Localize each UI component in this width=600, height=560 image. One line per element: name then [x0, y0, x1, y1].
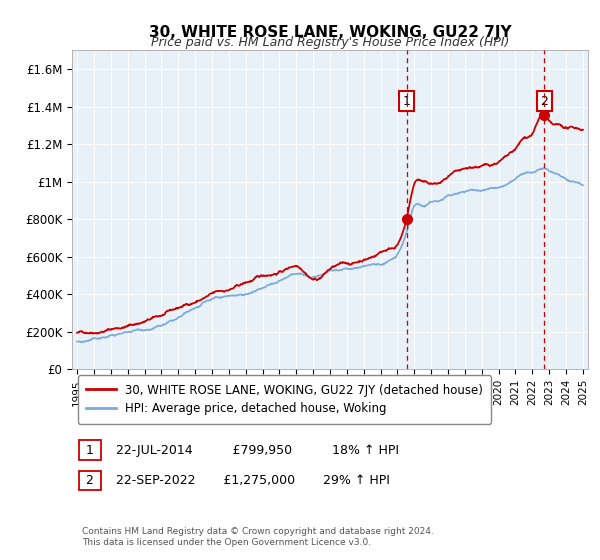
Text: 22-JUL-2014          £799,950          18% ↑ HPI: 22-JUL-2014 £799,950 18% ↑ HPI	[116, 444, 399, 456]
Text: 1: 1	[82, 444, 98, 456]
Text: Price paid vs. HM Land Registry's House Price Index (HPI): Price paid vs. HM Land Registry's House …	[151, 36, 509, 49]
Text: 22-SEP-2022       £1,275,000       29% ↑ HPI: 22-SEP-2022 £1,275,000 29% ↑ HPI	[116, 474, 390, 487]
Legend: 30, WHITE ROSE LANE, WOKING, GU22 7JY (detached house), HPI: Average price, deta: 30, WHITE ROSE LANE, WOKING, GU22 7JY (d…	[78, 375, 491, 424]
Text: 2: 2	[541, 95, 548, 108]
Text: 2: 2	[82, 474, 98, 487]
Text: 1: 1	[403, 95, 410, 108]
Text: 30, WHITE ROSE LANE, WOKING, GU22 7JY: 30, WHITE ROSE LANE, WOKING, GU22 7JY	[149, 25, 511, 40]
Text: Contains HM Land Registry data © Crown copyright and database right 2024.
This d: Contains HM Land Registry data © Crown c…	[82, 528, 434, 547]
